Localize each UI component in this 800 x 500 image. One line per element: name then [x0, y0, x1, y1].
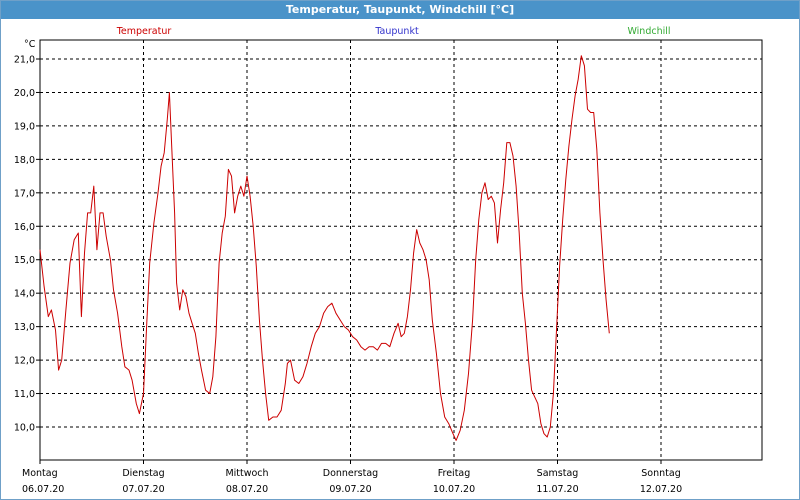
x-tick-date: 07.07.20 [122, 484, 164, 495]
x-tick-day: Dienstag [122, 468, 164, 479]
y-tick-label: 18,0 [14, 155, 35, 166]
x-tick-day: Mittwoch [225, 468, 268, 479]
x-tick-day: Donnerstag [323, 468, 378, 479]
x-tick-date: 06.07.20 [22, 484, 64, 495]
y-tick-label: 10,0 [14, 423, 35, 434]
axes [36, 39, 763, 464]
y-tick-label: 16,0 [14, 222, 35, 233]
y-tick-label: 19,0 [14, 121, 35, 132]
y-tick-label: 20,0 [14, 88, 35, 99]
x-tick-day: Samstag [537, 468, 579, 479]
y-tick-label: 17,0 [14, 188, 35, 199]
x-tick-day: Sonntag [641, 468, 680, 479]
x-tick-date: 08.07.20 [226, 484, 268, 495]
legend: Temperatur Taupunkt Windchill [116, 26, 671, 37]
x-tick-date: 09.07.20 [329, 484, 371, 495]
y-tick-label: 12,0 [14, 356, 35, 367]
x-tick-day: Freitag [438, 468, 471, 479]
x-tick-date: 11.07.20 [536, 484, 578, 495]
y-tick-label: 11,0 [14, 389, 35, 400]
y-tick-label: 15,0 [14, 255, 35, 266]
legend-entry-taupunkt: Taupunkt [374, 26, 419, 37]
x-tick-date: 10.07.20 [433, 484, 475, 495]
window-title: Temperatur, Taupunkt, Windchill [°C] [1, 1, 799, 19]
y-tick-labels: 21,0 20,0 19,0 18,0 17,0 16,0 15,0 14,0 13,0 12,0… [14, 55, 35, 434]
grid [40, 40, 762, 460]
y-tick-label: 13,0 [14, 322, 35, 333]
legend-entry-windchill: Windchill [627, 26, 670, 37]
x-tick-date: 12.07.20 [640, 484, 682, 495]
plot-frame [39, 39, 763, 461]
legend-entry-temperatur: Temperatur [116, 26, 172, 37]
x-tick-labels: Montag 06.07.20 Dienstag 07.07.20 Mittwoch 08… [22, 468, 682, 495]
y-tick-label: 14,0 [14, 289, 35, 300]
y-axis-unit: °C [24, 39, 36, 50]
x-tick-day: Montag [22, 468, 58, 479]
series-lines [39, 55, 610, 441]
y-tick-label: 21,0 [14, 55, 35, 66]
series-line-temperatur [39, 55, 610, 441]
